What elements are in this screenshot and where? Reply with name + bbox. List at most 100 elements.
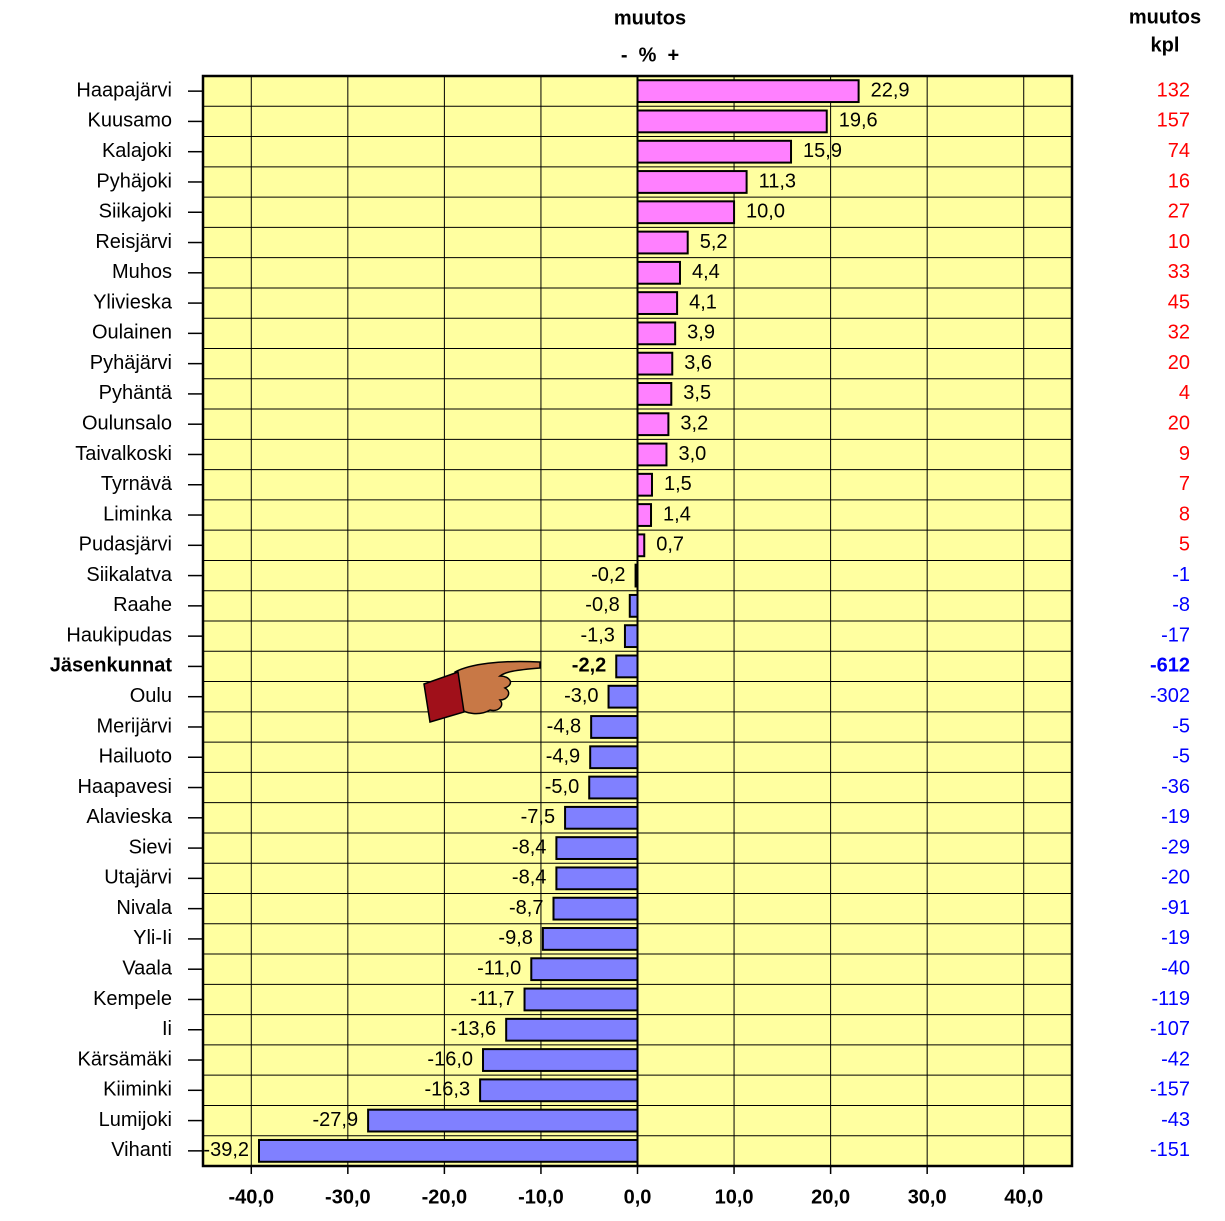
count-title: muutos [1129,6,1201,28]
y-tick-label: Raahe [113,594,172,616]
y-tick-label: Yli-Ii [133,927,172,949]
bar [506,1019,637,1041]
value-label: 0,7 [656,534,684,556]
value-label: -0,8 [585,594,619,616]
y-tick-label: Merijärvi [96,715,172,737]
value-label: -27,9 [313,1109,359,1131]
count-label: 157 [1157,110,1190,132]
bar [638,232,688,254]
y-tick-label: Utajärvi [104,867,172,889]
y-tick-label: Siikajoki [99,201,172,223]
count-label: -612 [1150,655,1190,677]
y-tick-label: Haapavesi [77,776,172,798]
x-tick-label: -30,0 [325,1186,371,1208]
chart: muutos - % + muutos kpl -40,0-30,0-20,0-… [0,0,1225,1221]
bar [638,80,859,102]
value-label: 1,4 [663,503,691,525]
y-tick-label: Jäsenkunnat [50,655,173,677]
y-tick-label: Oulainen [92,322,172,344]
bar [638,262,680,284]
value-label: -8,4 [512,867,546,889]
y-tick-label: Liminka [103,503,173,525]
value-label: -0,2 [591,564,625,586]
count-label: -17 [1161,624,1190,646]
y-tick-label: Hailuoto [99,746,172,768]
y-tick-label: Vaala [122,957,173,979]
bar [638,171,747,193]
chart-subtitle: - % + [621,44,679,66]
value-label: -16,0 [427,1048,473,1070]
bar [638,353,673,375]
value-label: 4,1 [689,291,717,313]
count-label: 4 [1179,382,1190,404]
count-label: 16 [1168,170,1190,192]
bar [638,201,735,223]
bar [638,141,792,163]
chart-title: muutos [614,7,686,29]
y-tick-label: Oulunsalo [82,412,172,434]
y-tick-label: Lumijoki [99,1109,172,1131]
y-tick-label: Reisjärvi [95,231,172,253]
value-label: -13,6 [451,1018,497,1040]
bar [525,989,638,1011]
count-label: 9 [1179,443,1190,465]
value-label: 3,6 [684,352,712,374]
bar [638,444,667,466]
count-label: -151 [1150,1139,1190,1161]
x-tick-label: 30,0 [908,1186,947,1208]
x-tick-label: -20,0 [422,1186,468,1208]
value-label: -7,5 [521,806,555,828]
x-tick-label: -10,0 [518,1186,564,1208]
count-label: 74 [1168,140,1190,162]
value-label: 3,2 [680,412,708,434]
count-label: 33 [1168,261,1190,283]
count-label: 20 [1168,352,1190,374]
bar [553,898,637,920]
count-label: -107 [1150,1018,1190,1040]
count-label: 32 [1168,322,1190,344]
count-label: -20 [1161,867,1190,889]
y-tick-label: Ylivieska [93,291,173,313]
x-tick-label: 40,0 [1004,1186,1043,1208]
y-tick-label: Kiiminki [103,1079,172,1101]
value-label: -5,0 [545,776,579,798]
bar [590,746,637,768]
bar [638,413,669,435]
x-tick-label: 20,0 [811,1186,850,1208]
count-label: -5 [1172,715,1190,737]
bar [630,595,638,617]
count-label: -5 [1172,746,1190,768]
count-label: 132 [1157,79,1190,101]
y-tick-label: Kempele [93,988,172,1010]
bar [565,807,637,829]
count-label: 5 [1179,534,1190,556]
value-label: -9,8 [498,927,532,949]
y-tick-label: Pyhäjärvi [90,352,172,374]
value-label: 11,3 [759,170,796,192]
bar [625,625,638,647]
count-label: -29 [1161,836,1190,858]
value-label: 3,9 [687,322,715,344]
y-tick-label: Taivalkoski [75,443,172,465]
value-label: -16,3 [425,1079,471,1101]
bar [638,504,652,526]
y-tick-label: Kalajoki [102,140,172,162]
bar [556,867,637,889]
bar [589,777,637,799]
count-label: 45 [1168,291,1190,313]
bar [609,686,638,708]
count-label: -43 [1161,1109,1190,1131]
x-tick-label: 0,0 [624,1186,652,1208]
bar [591,716,637,738]
count-label: -42 [1161,1048,1190,1070]
value-label: 1,5 [664,473,692,495]
count-label: -157 [1150,1079,1190,1101]
value-label: 10,0 [746,201,785,223]
y-tick-label: Sievi [129,836,172,858]
count-label: 27 [1168,201,1190,223]
y-tick-label: Pudasjärvi [79,534,172,556]
y-tick-label: Nivala [116,897,172,919]
y-tick-label: Kuusamo [88,110,173,132]
bar [638,383,672,405]
bar [259,1140,637,1162]
